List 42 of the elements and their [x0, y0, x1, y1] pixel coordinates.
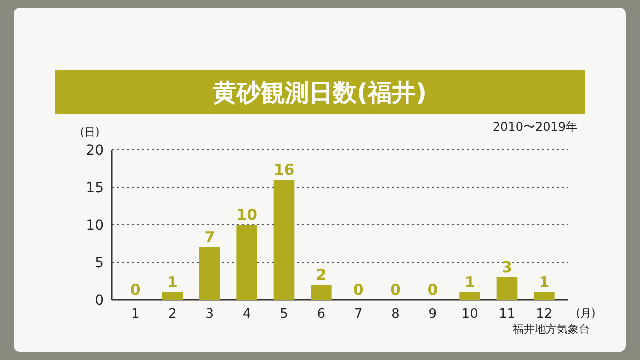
y-tick-label: 20 — [86, 143, 104, 159]
x-tick-label: 6 — [317, 307, 326, 322]
chart-subtitle: 2010〜2019年 — [492, 120, 578, 134]
data-label: 16 — [274, 161, 295, 179]
bar — [311, 285, 332, 300]
bar — [534, 292, 555, 300]
x-tick-label: 8 — [392, 307, 400, 322]
data-label: 0 — [428, 281, 438, 299]
x-tick-label: 3 — [206, 307, 214, 322]
x-tick-label: 4 — [242, 307, 252, 322]
data-label: 0 — [130, 281, 141, 299]
y-tick-label: 10 — [86, 218, 104, 234]
bar — [274, 180, 295, 300]
x-axis-title: (月) — [576, 307, 596, 320]
x-tick-label: 10 — [462, 307, 478, 322]
data-label: 0 — [390, 281, 401, 299]
data-label: 0 — [353, 281, 364, 299]
data-label: 2 — [316, 266, 327, 284]
y-axis-title: (日) — [80, 126, 100, 139]
bar — [496, 278, 518, 300]
data-label: 1 — [168, 274, 178, 292]
y-tick-label: 15 — [86, 180, 104, 196]
x-tick-label: 12 — [536, 307, 553, 322]
chart-title: 黄砂観測日数(福井) — [212, 79, 427, 107]
bar — [200, 248, 220, 300]
data-label: 1 — [539, 274, 550, 292]
y-tick-label: 0 — [95, 293, 104, 309]
data-label: 10 — [236, 206, 258, 224]
bar — [460, 292, 480, 300]
text: 福井地方気象台 — [513, 323, 590, 336]
bar — [236, 225, 258, 300]
data-label: 1 — [464, 274, 476, 292]
data-label: 3 — [502, 258, 512, 276]
y-tick-label: 5 — [95, 256, 104, 272]
data-label: 7 — [204, 228, 216, 246]
x-tick-label: 1 — [131, 307, 140, 322]
bar — [162, 292, 184, 300]
x-tick-label: 7 — [354, 307, 363, 322]
x-tick-label: 5 — [280, 307, 288, 322]
x-tick-label: 2 — [168, 307, 177, 322]
x-tick-label: 11 — [498, 307, 516, 322]
x-tick-label: 9 — [428, 307, 438, 322]
